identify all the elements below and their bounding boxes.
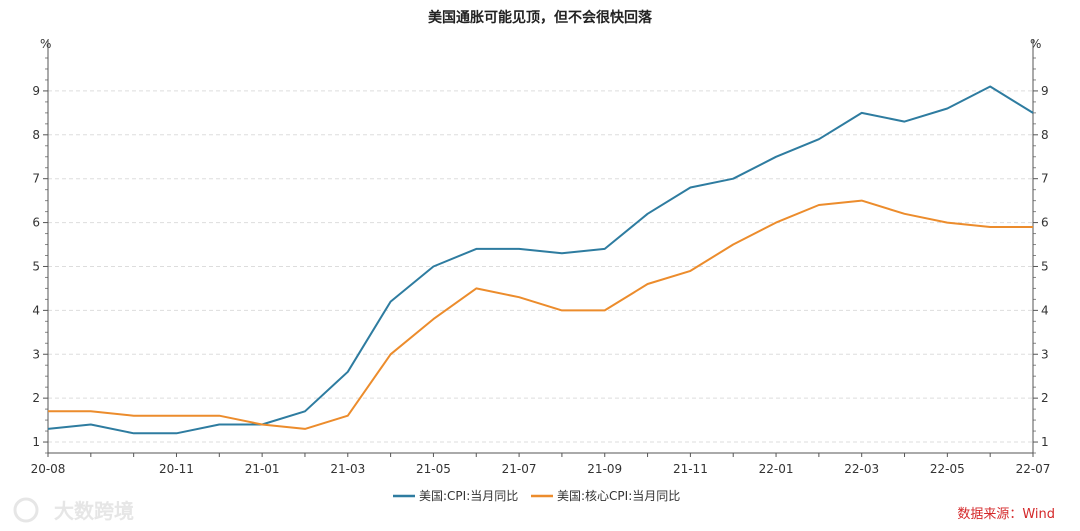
y-tick-label-right: 6 xyxy=(1041,216,1049,230)
y-tick-label-left: 5 xyxy=(32,259,40,273)
x-tick-label-22-03: 22-03 xyxy=(844,462,879,476)
data-source: 数据来源：Wind xyxy=(957,507,1055,522)
x-tick-label-22-05: 22-05 xyxy=(930,462,965,476)
series-line-0 xyxy=(47,85,1034,435)
series-line-1 xyxy=(48,199,1033,430)
y-tick-label-right: 3 xyxy=(1041,347,1049,361)
y-tick-label-left: 3 xyxy=(32,347,40,361)
x-tick-label-22-01: 22-01 xyxy=(759,462,794,476)
watermark-logo-icon xyxy=(13,497,39,523)
watermark: 大数跨境 xyxy=(13,497,134,523)
x-tick-label-20-11: 20-11 xyxy=(159,462,194,476)
y-tick-label-right: 1 xyxy=(1041,435,1049,449)
x-tick-label-22-07: 22-07 xyxy=(1016,462,1051,476)
y-tick-label-left: 2 xyxy=(32,391,40,405)
y-tick-label-right: 4 xyxy=(1041,303,1049,317)
chart-title: 美国通胀可能见顶，但不会很快回落 xyxy=(428,9,653,26)
y-tick-label-left: 1 xyxy=(32,435,40,449)
legend-label-cpi: 美国:CPI:当月同比 xyxy=(419,489,518,503)
y-tick-label-left: 7 xyxy=(32,172,40,186)
x-tick-label-21-01: 21-01 xyxy=(245,462,280,476)
x-tick-label-21-07: 21-07 xyxy=(502,462,537,476)
legend-label-core-cpi: 美国:核心CPI:当月同比 xyxy=(557,489,680,503)
axes: 1 1 2 2 3 3 4 4 5 5 6 6 7 7 8 8 9 9 20-08 20-11 21-01 21-03 21… xyxy=(31,40,1051,476)
x-tick-label-21-05: 21-05 xyxy=(416,462,451,476)
y-unit-right: % xyxy=(1030,37,1041,51)
y-unit-left: % xyxy=(40,37,51,51)
y-tick-label-right: 2 xyxy=(1041,391,1049,405)
y-tick-label-left: 6 xyxy=(32,216,40,230)
y-tick-label-right: 8 xyxy=(1041,128,1049,142)
x-tick-label-21-11: 21-11 xyxy=(673,462,708,476)
y-tick-label-right: 7 xyxy=(1041,172,1049,186)
y-tick-label-left: 8 xyxy=(32,128,40,142)
y-tick-label-right: 9 xyxy=(1041,84,1049,98)
y-tick-label-left: 9 xyxy=(32,84,40,98)
x-tick-label-21-03: 21-03 xyxy=(330,462,365,476)
series-lines xyxy=(47,85,1034,435)
y-tick-label-left: 4 xyxy=(32,303,40,317)
grid-lines xyxy=(48,90,1033,443)
x-tick-label-20-08: 20-08 xyxy=(31,462,66,476)
y-tick-label-right: 5 xyxy=(1041,259,1049,273)
watermark-text: 大数跨境 xyxy=(54,499,134,523)
x-tick-label-21-09: 21-09 xyxy=(587,462,622,476)
legend: 美国:CPI:当月同比 美国:核心CPI:当月同比 xyxy=(393,489,680,503)
